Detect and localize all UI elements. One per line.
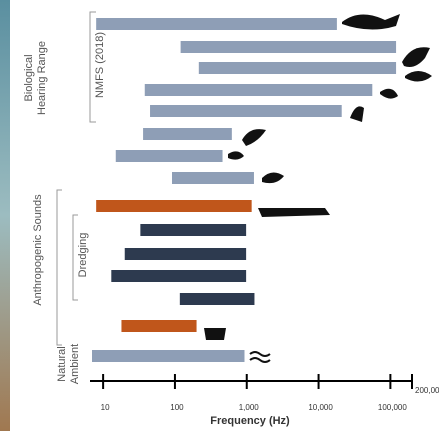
x-tick-label: 1,000 — [239, 403, 260, 412]
range-bar — [111, 270, 247, 282]
bracket — [89, 11, 96, 123]
range-bar — [144, 84, 373, 96]
range-bar — [124, 248, 247, 260]
range-bar — [121, 320, 197, 332]
icons — [204, 14, 432, 363]
range-bar — [179, 293, 255, 305]
x-axis-title: Frequency (Hz) — [210, 415, 290, 427]
group-label: Biological — [23, 54, 35, 101]
x-tick-label: 100 — [170, 403, 184, 412]
x-tick-label: 10 — [101, 403, 110, 412]
background-strip — [0, 0, 10, 431]
bracket — [72, 214, 78, 301]
range-bar — [198, 62, 397, 74]
range-bar — [150, 105, 342, 117]
range-bar — [92, 350, 245, 362]
group-sublabel: NMFS (2018) — [94, 32, 106, 98]
range-bar — [140, 224, 247, 236]
range-bar — [171, 172, 254, 184]
bracket — [56, 189, 62, 346]
range-bar — [180, 41, 397, 53]
group-label: Natural — [56, 346, 68, 381]
group-label: Ambient — [69, 344, 81, 384]
x-tick-label: 10,000 — [308, 403, 333, 412]
x-tick-label: 200,000 — [415, 386, 439, 395]
x-tick-label: 100,000 — [378, 403, 407, 412]
group-label: Anthropogenic Sounds — [32, 194, 44, 306]
range-bar — [115, 150, 223, 162]
range-bar — [96, 200, 252, 212]
group-sublabel: Dredging — [77, 233, 89, 278]
range-bar — [96, 18, 337, 30]
group-label: Hearing Range — [36, 41, 48, 115]
range-bar — [143, 128, 232, 140]
